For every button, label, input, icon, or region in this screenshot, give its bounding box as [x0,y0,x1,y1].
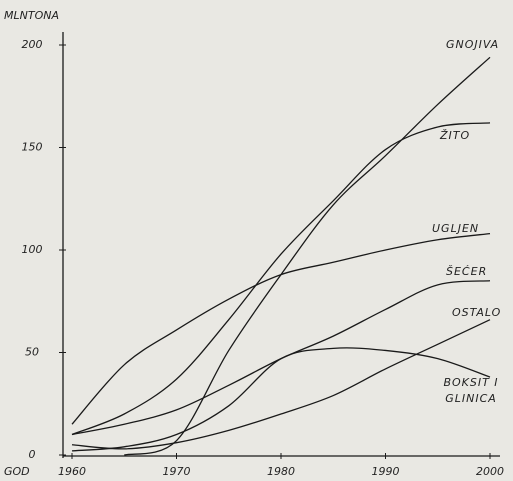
y-tick-label: 150 [22,141,43,154]
x-tick-label: 2000 [476,465,504,478]
x-tick-label: 1980 [267,465,295,478]
y-tick-label: 0 [29,448,36,461]
series-label: ŽITO [439,129,470,142]
chart: MLNTONA GOD 0 50 100 150 200 1960 1970 1980 1990… [0,0,513,481]
x-tick-label: 1990 [372,465,400,478]
y-tick-label: 100 [22,243,43,256]
y-tick-label: 200 [22,38,43,51]
y-axis-label: MLNTONA [4,9,59,22]
series-label: UGLJEN [432,222,479,235]
x-tick-label: 1970 [163,465,191,478]
series-label: BOKSIT I GLINICA [432,375,510,407]
x-axis-label: GOD [4,465,30,478]
x-tick-label: 1960 [58,465,86,478]
series-label: OSTALO [452,306,501,319]
series-label: GNOJIVA [446,38,499,51]
y-tick-label: 50 [25,346,39,359]
series-label: ŠEĆER [446,265,487,278]
series-label-box: BOKSIT I GLINICA [432,375,510,435]
